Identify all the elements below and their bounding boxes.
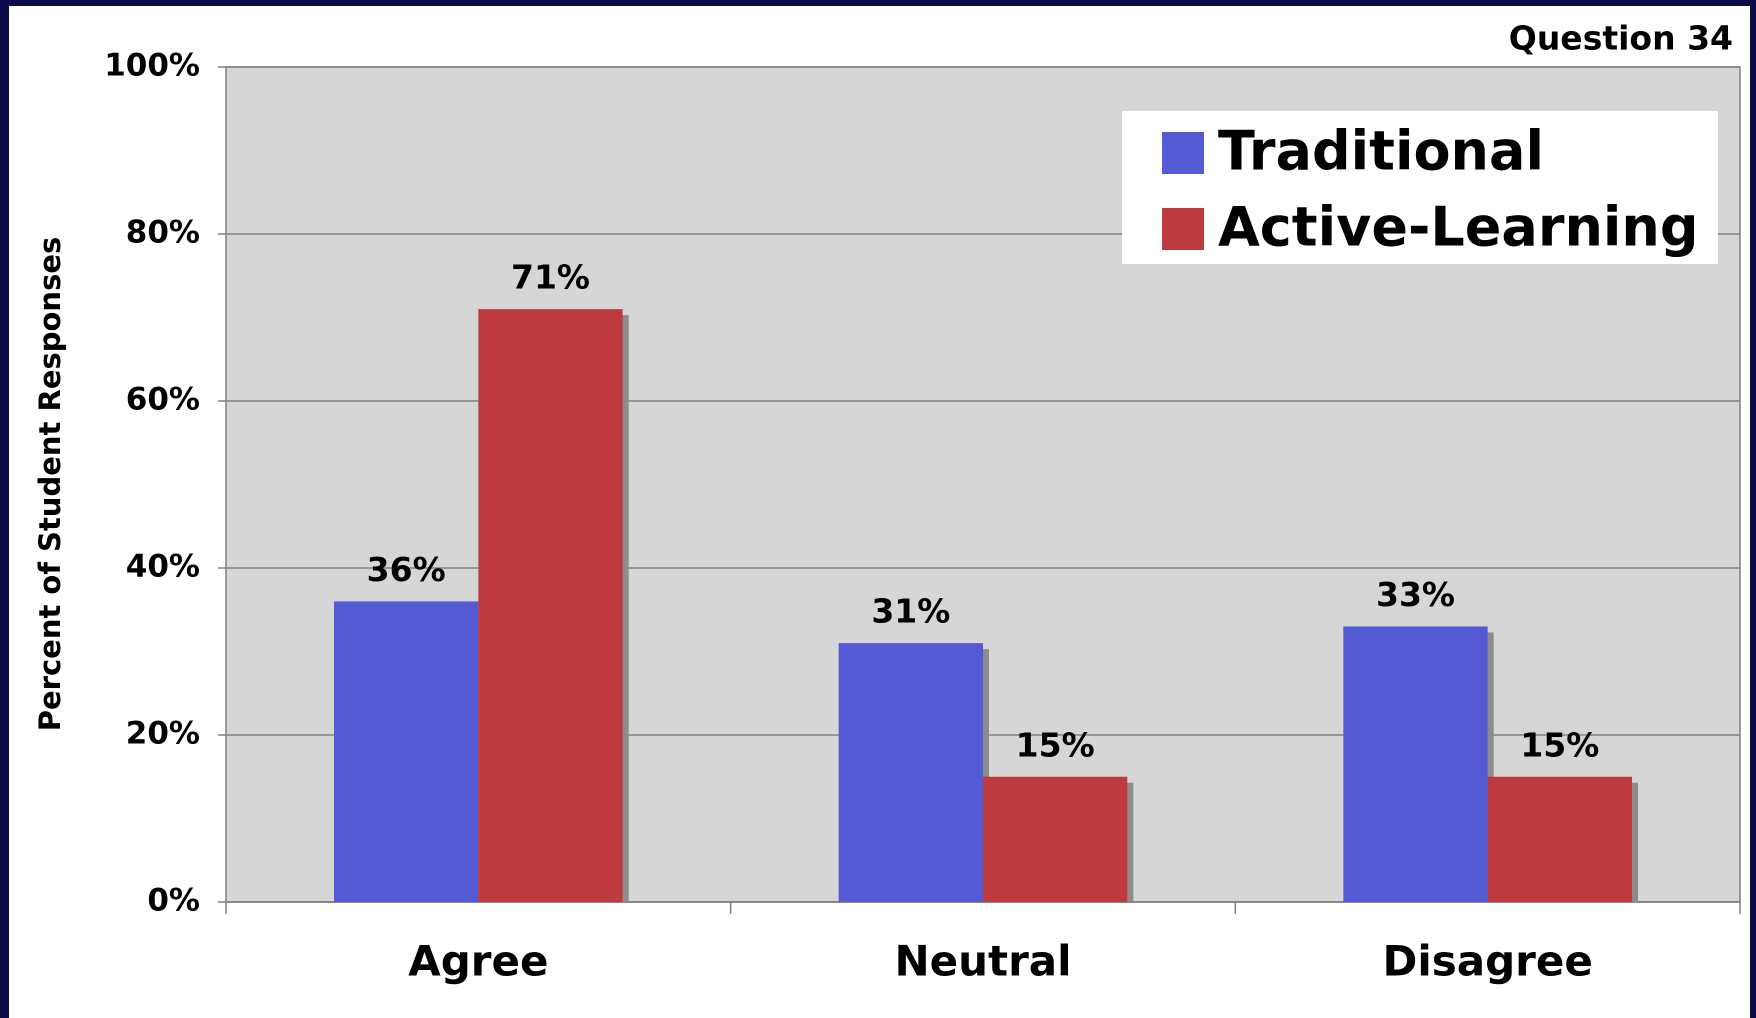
legend-label: Active-Learning [1218,196,1699,259]
data-label: 36% [367,550,446,589]
chart-title: Question 34 [1509,19,1733,58]
legend-swatch [1162,132,1204,174]
y-tick-label: 40% [126,549,200,585]
bar [478,309,623,902]
y-tick-label: 20% [126,716,200,752]
y-tick-label: 60% [126,382,200,418]
y-tick-label: 100% [104,48,200,84]
bar [333,601,479,902]
x-tick-label: Agree [408,937,548,986]
bar [838,643,983,902]
bar [1487,776,1633,902]
bar [983,776,1128,902]
x-tick-label: Neutral [894,937,1071,986]
data-label: 15% [1016,725,1095,764]
legend-swatch [1162,208,1204,250]
data-label: 15% [1520,725,1599,764]
x-tick-label: Disagree [1382,937,1592,986]
data-label: 71% [511,258,590,297]
legend-box [1122,111,1718,264]
data-label: 31% [871,592,950,631]
y-tick-label: 0% [147,883,200,919]
y-tick-label: 80% [126,215,200,251]
bar [1343,626,1488,902]
data-label: 33% [1376,575,1455,614]
y-axis-label: Percent of Student Responses [33,237,67,732]
legend-label: Traditional [1218,120,1544,183]
